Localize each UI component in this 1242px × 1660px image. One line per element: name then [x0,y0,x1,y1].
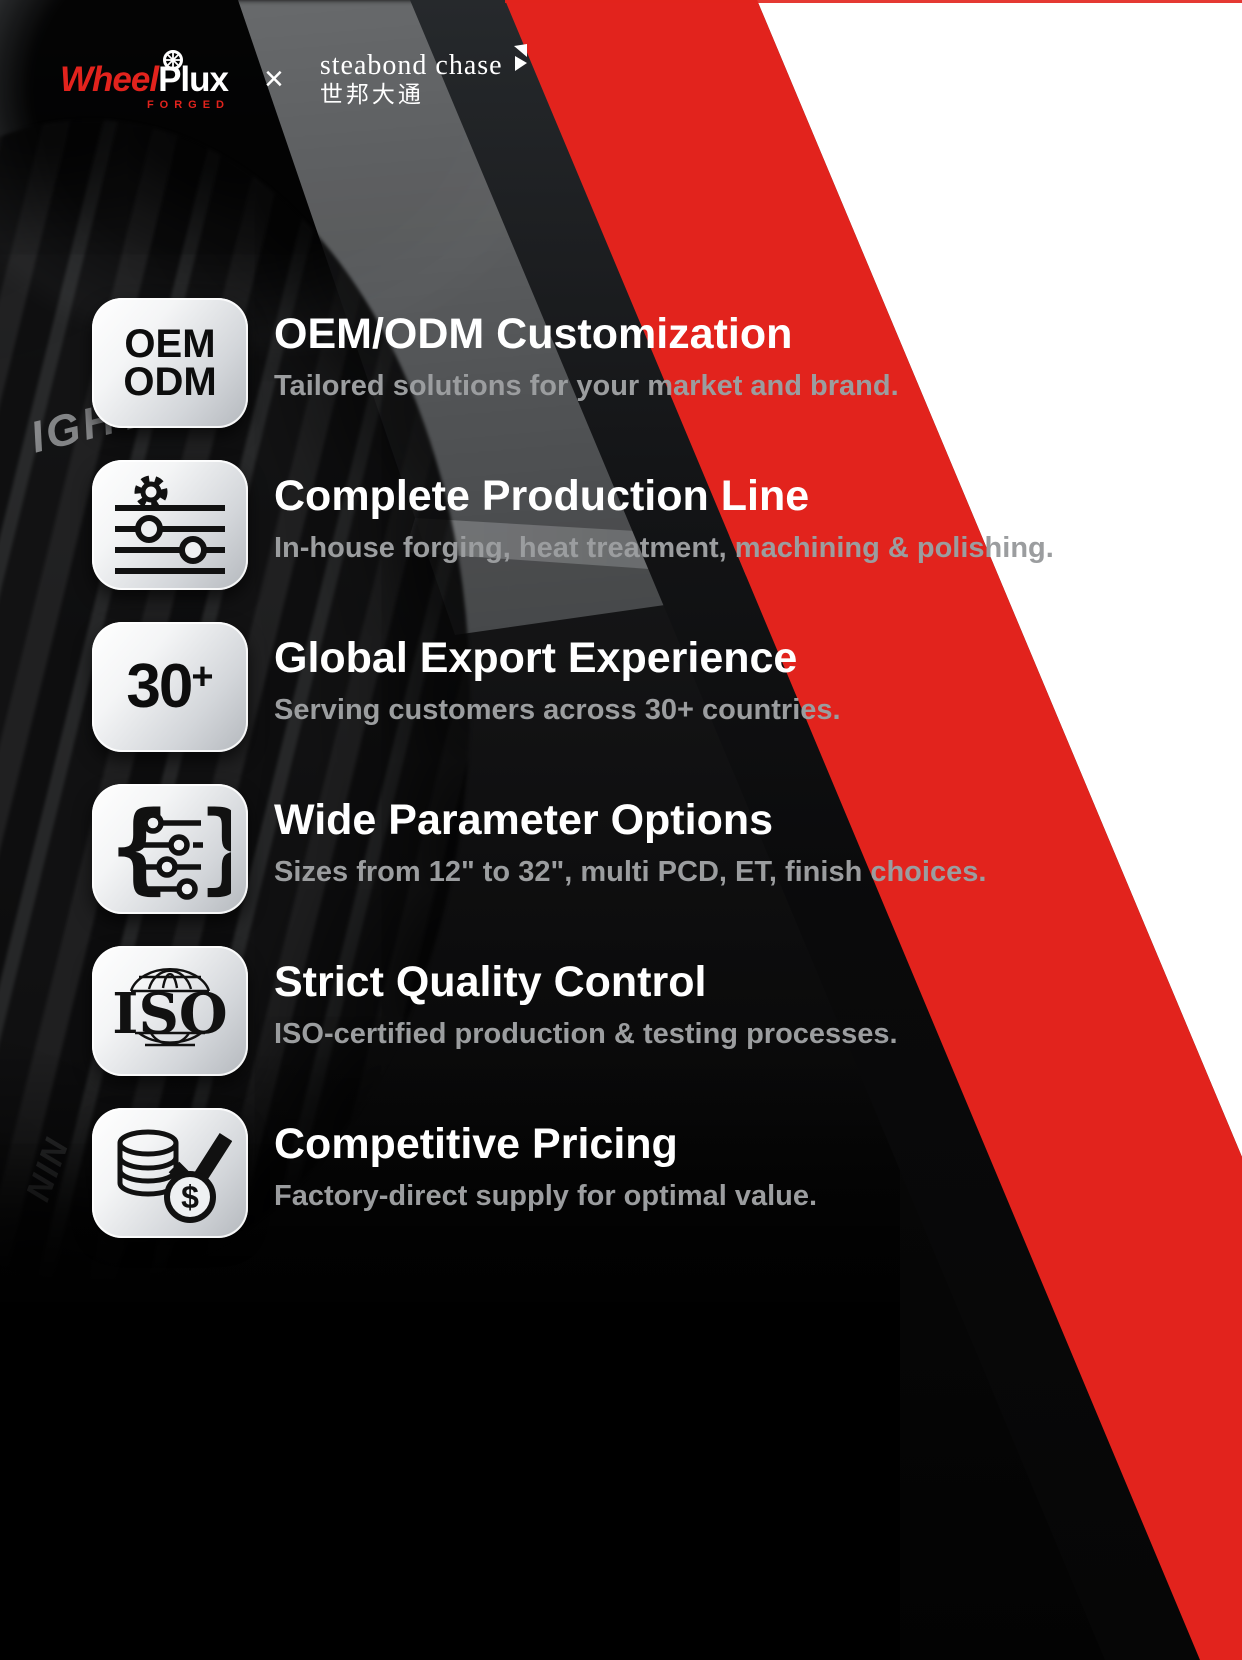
thirty-badge: 30 [126,652,193,721]
feature-row-parameters: { } Wide Parameter Options Sizes from 12… [92,784,986,914]
svg-text:$: $ [181,1179,199,1215]
wheelplux-logo: WheelPlux FORGED [60,49,229,110]
partner-name-cn: 世邦大通 [319,82,424,108]
parameter-sliders-icon: { } [92,784,248,914]
feature-title: OEM/ODM Customization [274,310,793,358]
feature-title: Wide Parameter Options [274,796,774,844]
gear-sliders-icon [115,475,225,574]
wheel-rim-icon [163,49,183,70]
red-top-edge-line [505,0,1242,3]
oem-badge-line2: ODM [123,360,217,404]
feature-row-pricing: $ Competitive Pricing Factory-direct sup… [92,1108,817,1238]
feature-subtitle: Serving customers across 30+ countries. [274,694,841,727]
thirty-plus-badge-icon: 30+ [92,622,248,752]
production-line-icon [92,460,248,590]
feature-subtitle: Factory-direct supply for optimal value. [274,1180,818,1213]
oem-odm-badge-icon: OEM ODM [92,298,248,428]
feature-row-global-export: 30+ Global Export Experience Serving cus… [92,622,841,752]
feature-title: Global Export Experience [274,634,798,682]
feature-subtitle: ISO-certified production & testing proce… [274,1018,898,1051]
coins-check-icon: $ [92,1108,248,1238]
partner-flag-icon [513,44,527,71]
header: WheelPlux FORGED × steabond chase 世邦大通 [60,44,529,110]
feature-subtitle: Tailored solutions for your market and b… [274,370,899,403]
iso-globe-icon: ISO [92,946,248,1076]
coins-check-glyph: $ [117,1129,232,1223]
feature-title: Competitive Pricing [274,1120,678,1168]
feature-title: Complete Production Line [274,472,810,520]
partner-name-en: steabond chase [319,50,503,81]
feature-subtitle: In-house forging, heat treatment, machin… [274,532,1054,565]
feature-title: Strict Quality Control [274,958,707,1006]
collab-x-separator: × [264,60,284,99]
wheelplux-wheel-text: Wheel [60,59,159,99]
feature-row-oem-odm: OEM ODM OEM/ODM Customization Tailored s… [92,298,899,428]
feature-subtitle: Sizes from 12" to 32", multi PCD, ET, fi… [274,856,987,889]
feature-row-quality-control: ISO Strict Quality Control ISO-certified… [92,946,898,1076]
braces-sliders-icon: { } [110,797,231,901]
feature-row-production-line: Complete Production Line In-house forgin… [92,460,1054,590]
forged-label: FORGED [146,98,230,111]
iso-globe-glyph: ISO [112,968,228,1047]
svg-text:{: { [110,797,169,901]
steabond-chase-logo: steabond chase 世邦大通 [319,44,529,109]
svg-text:ISO: ISO [112,981,227,1047]
thirty-badge-plus: + [191,656,214,698]
oem-badge-line1: OEM [124,322,216,366]
svg-text:}: } [199,797,231,901]
